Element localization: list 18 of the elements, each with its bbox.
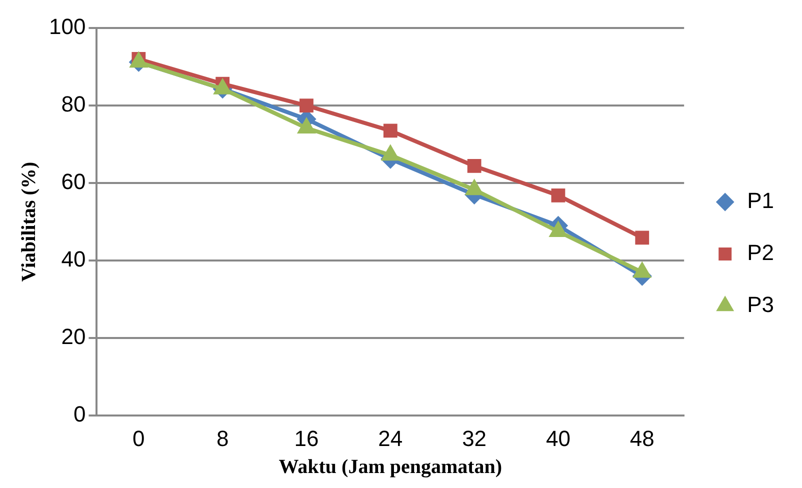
legend-label: P1	[747, 188, 774, 214]
y-tick-label: 60	[61, 169, 86, 194]
x-tick-label: 32	[462, 426, 487, 451]
y-tick-label: 80	[61, 92, 86, 117]
y-tick-label: 20	[61, 324, 86, 350]
legend-label: P2	[747, 240, 774, 266]
y-tick-label: 40	[61, 246, 86, 272]
x-tick-label: 0	[132, 426, 145, 451]
legend-label: P3	[747, 292, 774, 318]
x-tick-label: 24	[378, 426, 403, 451]
x-axis-title: Waktu (Jam pengamatan)	[278, 456, 502, 478]
x-tick-label: 8	[216, 426, 229, 451]
x-tick-label: 16	[294, 426, 319, 451]
y-tick-label: 0	[73, 402, 86, 427]
x-tick-label: 40	[546, 426, 570, 451]
y-axis-title: Viabilitas (%)	[18, 162, 40, 282]
x-tick-label: 48	[630, 426, 654, 451]
y-tick-label: 100	[48, 14, 86, 40]
